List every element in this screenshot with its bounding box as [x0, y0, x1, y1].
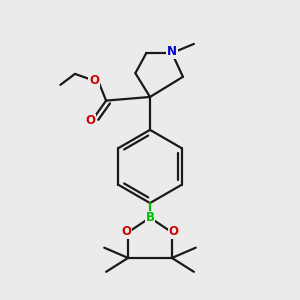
- Text: O: O: [121, 225, 131, 238]
- Text: O: O: [86, 114, 96, 127]
- Text: O: O: [89, 74, 99, 87]
- Text: B: B: [146, 211, 154, 224]
- Text: N: N: [167, 46, 177, 59]
- Text: O: O: [169, 225, 179, 238]
